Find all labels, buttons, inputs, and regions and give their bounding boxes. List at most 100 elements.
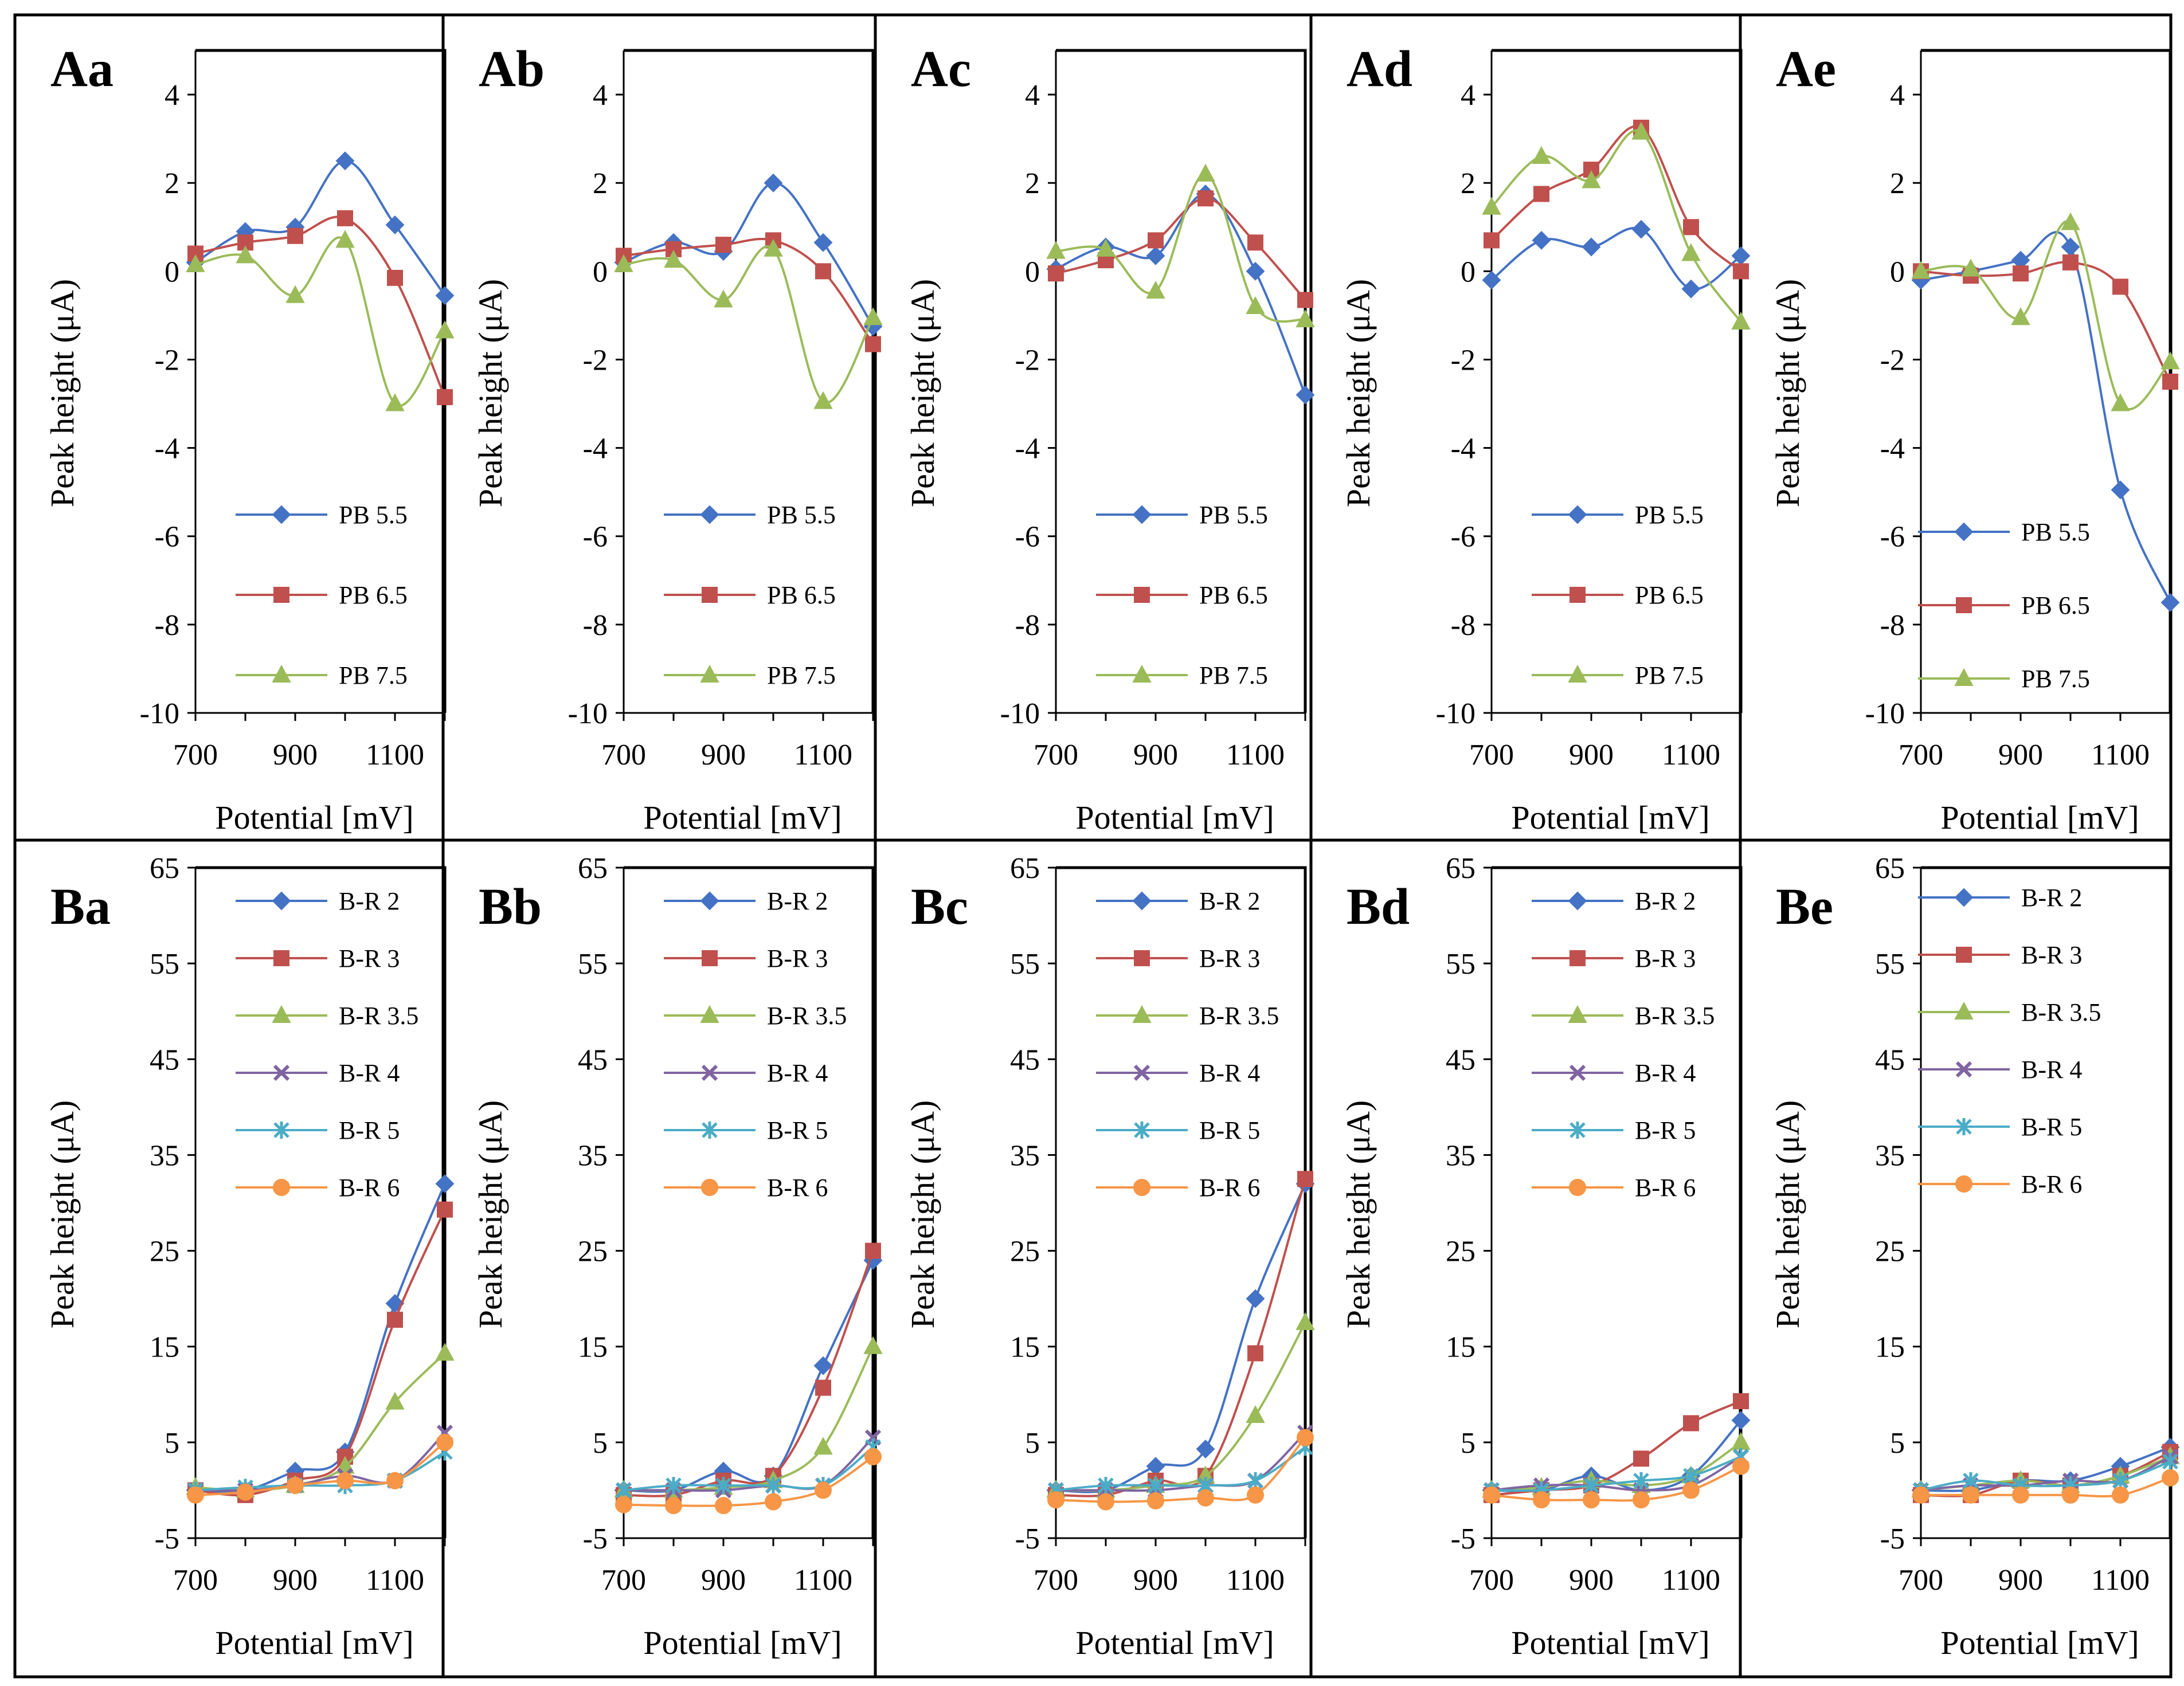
- plot-area-border: [1921, 866, 2172, 1538]
- data-point: [815, 263, 831, 280]
- y-tick-label: -4: [1880, 433, 1905, 465]
- series-line: [623, 1260, 874, 1493]
- x-tick-label: 700: [1034, 739, 1078, 771]
- data-point: [714, 289, 733, 308]
- data-point: [1532, 230, 1551, 250]
- x-tick-label: 700: [173, 1564, 218, 1597]
- y-tick-label: -2: [583, 344, 608, 377]
- legend-marker: [1133, 1064, 1150, 1081]
- series-line: [623, 237, 874, 345]
- y-tick-label: -6: [583, 521, 608, 554]
- x-tick-label: 700: [1899, 1564, 1943, 1597]
- data-point: [186, 254, 205, 272]
- y-tick-label: -4: [1451, 433, 1475, 465]
- legend-label: B-R 4: [1199, 1059, 1260, 1087]
- legend-marker: [1569, 1179, 1586, 1196]
- data-point: [2061, 237, 2080, 257]
- y-tick-label: -4: [155, 433, 179, 465]
- series-line: [1055, 1183, 1306, 1493]
- legend-marker: [1954, 522, 1974, 542]
- data-point: [1533, 1491, 1550, 1509]
- series-line: [1920, 1450, 2171, 1497]
- legend-marker: [701, 1179, 718, 1196]
- data-point: [666, 1477, 682, 1495]
- legend-marker: [1569, 1064, 1586, 1081]
- panel-label: Ae: [1776, 41, 1836, 97]
- data-point: [336, 1472, 354, 1489]
- data-point: [1247, 234, 1263, 251]
- y-tick-label: 4: [1461, 79, 1475, 112]
- legend-marker: [1133, 1179, 1150, 1196]
- y-tick-label: -6: [1015, 521, 1040, 554]
- series-line: [1920, 261, 2171, 382]
- legend-marker: [273, 950, 289, 966]
- x-tick-label: 900: [1133, 1564, 1178, 1597]
- data-point: [2162, 1469, 2179, 1487]
- x-tick-label: 900: [701, 1564, 746, 1597]
- series-line: [1491, 1456, 1741, 1492]
- y-tick-label: -10: [1000, 697, 1040, 730]
- legend-label: B-R 6: [767, 1174, 828, 1202]
- series-line: [1055, 1178, 1306, 1497]
- legend-label: B-R 4: [2021, 1056, 2082, 1084]
- y-axis-title: Peak height (μA): [1769, 279, 1806, 507]
- legend-label: B-R 4: [1635, 1059, 1696, 1087]
- legend-marker: [700, 505, 719, 524]
- figure-frame: [13, 13, 2173, 1679]
- legend-marker: [1956, 597, 1972, 613]
- legend-label: B-R 2: [767, 887, 828, 915]
- y-tick-label: 25: [150, 1236, 179, 1268]
- data-point: [1146, 246, 1165, 265]
- x-tick-label: 700: [1899, 739, 1943, 771]
- y-axis-title: Peak height (μA): [1340, 279, 1377, 507]
- legend-label: B-R 3.5: [339, 1002, 418, 1030]
- legend-marker: [1568, 1005, 1587, 1023]
- y-tick-label: 25: [1875, 1236, 1905, 1268]
- y-tick-label: 0: [593, 256, 608, 288]
- data-point: [435, 286, 455, 305]
- series-line: [623, 1456, 874, 1507]
- data-point: [1583, 1477, 1599, 1495]
- data-point: [1246, 261, 1265, 281]
- y-tick-label: 55: [1875, 948, 1905, 981]
- legend-label: B-R 2: [1635, 887, 1696, 915]
- data-point: [285, 285, 305, 303]
- series-line: [623, 1446, 874, 1492]
- data-point: [1047, 1491, 1064, 1509]
- plot-area-border: [195, 866, 447, 1538]
- y-axis-title: Peak height (μA): [44, 1100, 81, 1328]
- data-point: [1732, 1457, 1749, 1475]
- data-point: [1046, 241, 1066, 259]
- legend-marker: [702, 950, 718, 966]
- y-tick-label: 2: [1025, 167, 1040, 200]
- legend-label: PB 6.5: [2021, 591, 2090, 619]
- legend-label: B-R 2: [1199, 887, 1260, 915]
- data-point: [1962, 1486, 1979, 1504]
- data-point: [1731, 311, 1751, 330]
- y-tick-label: 45: [1010, 1044, 1040, 1076]
- y-tick-label: 2: [165, 167, 179, 200]
- data-point: [1583, 1491, 1600, 1509]
- x-axis-title: Potential [mV]: [1075, 1624, 1274, 1661]
- legend-label: B-R 5: [339, 1116, 400, 1144]
- legend-marker: [1132, 664, 1152, 683]
- legend-label: B-R 2: [2021, 884, 2082, 912]
- legend-label: B-R 5: [767, 1116, 828, 1144]
- y-tick-label: -4: [1015, 433, 1040, 465]
- x-tick-label: 1100: [794, 739, 852, 771]
- data-point: [1582, 170, 1601, 189]
- legend-label: B-R 3: [1199, 944, 1260, 973]
- y-tick-label: -4: [583, 433, 608, 465]
- data-point: [436, 1433, 453, 1451]
- y-tick-label: -8: [1015, 609, 1040, 642]
- x-tick-label: 900: [701, 739, 746, 771]
- y-tick-label: -6: [1880, 521, 1905, 554]
- data-point: [1147, 1492, 1164, 1509]
- data-point: [2062, 1486, 2079, 1504]
- data-point: [1483, 1486, 1500, 1504]
- legend-label: PB 6.5: [1199, 581, 1268, 609]
- data-point: [1295, 1312, 1315, 1330]
- y-tick-label: -6: [1451, 521, 1475, 554]
- legend-label: B-R 5: [1199, 1116, 1260, 1144]
- legend-marker: [272, 1005, 291, 1023]
